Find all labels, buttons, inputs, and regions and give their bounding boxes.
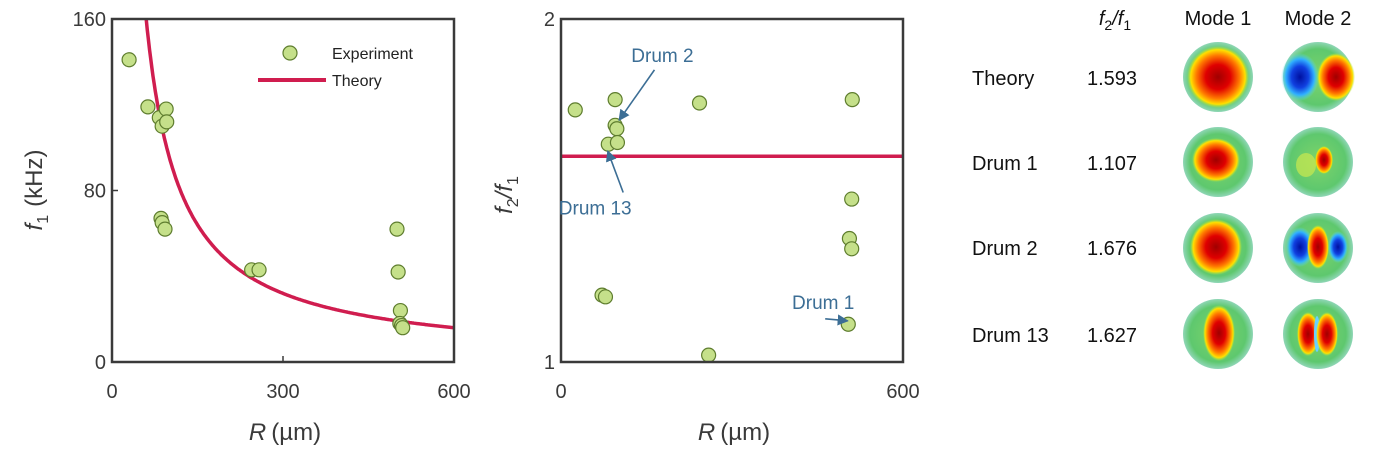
plot1-y-tick-label: 0 bbox=[95, 352, 106, 374]
mode1-image-theory bbox=[1183, 42, 1253, 112]
annotation-label: Drum 1 bbox=[792, 293, 854, 314]
plot2-y-tick-label: 1 bbox=[544, 352, 555, 374]
experiment-point bbox=[140, 99, 156, 115]
plot1-y-axis-label: f1(kHz) bbox=[21, 150, 52, 231]
table-row-drum-1: Drum 1 1.107 bbox=[972, 127, 1353, 197]
plot1-x-tick-label: 300 bbox=[266, 381, 299, 403]
row-ratio-value: 1.107 bbox=[1087, 153, 1137, 175]
mode2-image-theory bbox=[1281, 42, 1355, 112]
plot1-y-tick-label: 160 bbox=[73, 9, 106, 31]
mode1-image-drum-13 bbox=[1183, 299, 1253, 369]
experiment-point bbox=[121, 52, 137, 68]
mode2-image-drum-1 bbox=[1283, 127, 1353, 197]
table-header-mode2: Mode 2 bbox=[1285, 8, 1352, 30]
experiment-point bbox=[597, 289, 614, 305]
annotation-arrow bbox=[825, 314, 849, 326]
experiment-point bbox=[609, 134, 626, 151]
annotation-label: Drum 13 bbox=[559, 199, 632, 220]
experiment-point bbox=[607, 92, 623, 108]
annotation-arrow bbox=[618, 69, 656, 122]
row-ratio-value: 1.593 bbox=[1087, 68, 1137, 90]
experiment-point bbox=[390, 264, 406, 280]
plot1-legend: Experiment Theory bbox=[258, 45, 413, 90]
row-ratio-value: 1.676 bbox=[1087, 238, 1137, 260]
plot2-y-tick-label: 2 bbox=[544, 9, 555, 31]
experiment-point bbox=[389, 221, 405, 237]
plot2-y-axis-label: f2/f1 bbox=[491, 176, 522, 214]
table-header-mode1: Mode 1 bbox=[1185, 8, 1252, 30]
row-label: Theory bbox=[972, 68, 1034, 90]
experiment-point bbox=[395, 320, 411, 336]
mode1-image-drum-2 bbox=[1183, 213, 1253, 283]
plot-f1-vs-r: 0 300 600 0 80 160 Experiment Theory R (µm) f1… bbox=[21, 9, 471, 446]
row-label: Drum 13 bbox=[972, 325, 1049, 347]
plot-ratio-vs-r: 0 600 1 2 Drum 2 Drum 13 Drum 1 R (µm) f2/f1 bbox=[491, 9, 920, 446]
experiment-point bbox=[567, 102, 583, 118]
mode-shape-table: f2/f1 Mode 1 Mode 2 Theory 1.593 Drum 1 … bbox=[972, 8, 1355, 369]
plot2-x-tick-label: 600 bbox=[886, 381, 919, 403]
experiment-point bbox=[844, 92, 860, 108]
experiment-point bbox=[844, 241, 860, 257]
mode1-image-drum-1 bbox=[1183, 127, 1253, 197]
experiment-point bbox=[701, 347, 717, 363]
experiment-point bbox=[840, 316, 856, 332]
experiment-point bbox=[691, 95, 708, 111]
experiment-point bbox=[609, 121, 625, 137]
row-ratio-value: 1.627 bbox=[1087, 325, 1137, 347]
experiment-point bbox=[158, 101, 174, 117]
plot2-x-axis-label: R (µm) bbox=[698, 419, 770, 446]
plot2-x-tick-label: 0 bbox=[555, 381, 566, 403]
table-row-theory: Theory 1.593 bbox=[972, 42, 1355, 112]
annotation-label: Drum 2 bbox=[631, 46, 693, 67]
legend-label-theory: Theory bbox=[332, 73, 382, 90]
plot1-x-axis-label: R (µm) bbox=[249, 419, 321, 446]
row-label: Drum 2 bbox=[972, 238, 1038, 260]
table-header-ratio: f2/f1 bbox=[1099, 8, 1131, 33]
legend-marker-experiment bbox=[282, 45, 298, 61]
table-row-drum-13: Drum 13 1.627 bbox=[972, 299, 1353, 369]
experiment-point bbox=[844, 191, 860, 207]
plot2-frame bbox=[559, 17, 905, 364]
table-row-drum-2: Drum 2 1.676 bbox=[972, 213, 1353, 283]
legend-label-experiment: Experiment bbox=[332, 46, 413, 63]
experiment-point bbox=[159, 114, 175, 130]
mode2-image-drum-13 bbox=[1283, 299, 1353, 369]
mode2-image-drum-2 bbox=[1283, 213, 1353, 283]
experiment-point bbox=[392, 302, 409, 319]
experiment-point bbox=[251, 262, 267, 278]
row-label: Drum 1 bbox=[972, 153, 1038, 175]
plot1-y-tick-label: 80 bbox=[84, 181, 106, 203]
plot1-x-tick-label: 600 bbox=[437, 381, 470, 403]
plot1-x-tick-label: 0 bbox=[106, 381, 117, 403]
experiment-point bbox=[157, 221, 173, 237]
annotation-arrow bbox=[606, 150, 624, 193]
